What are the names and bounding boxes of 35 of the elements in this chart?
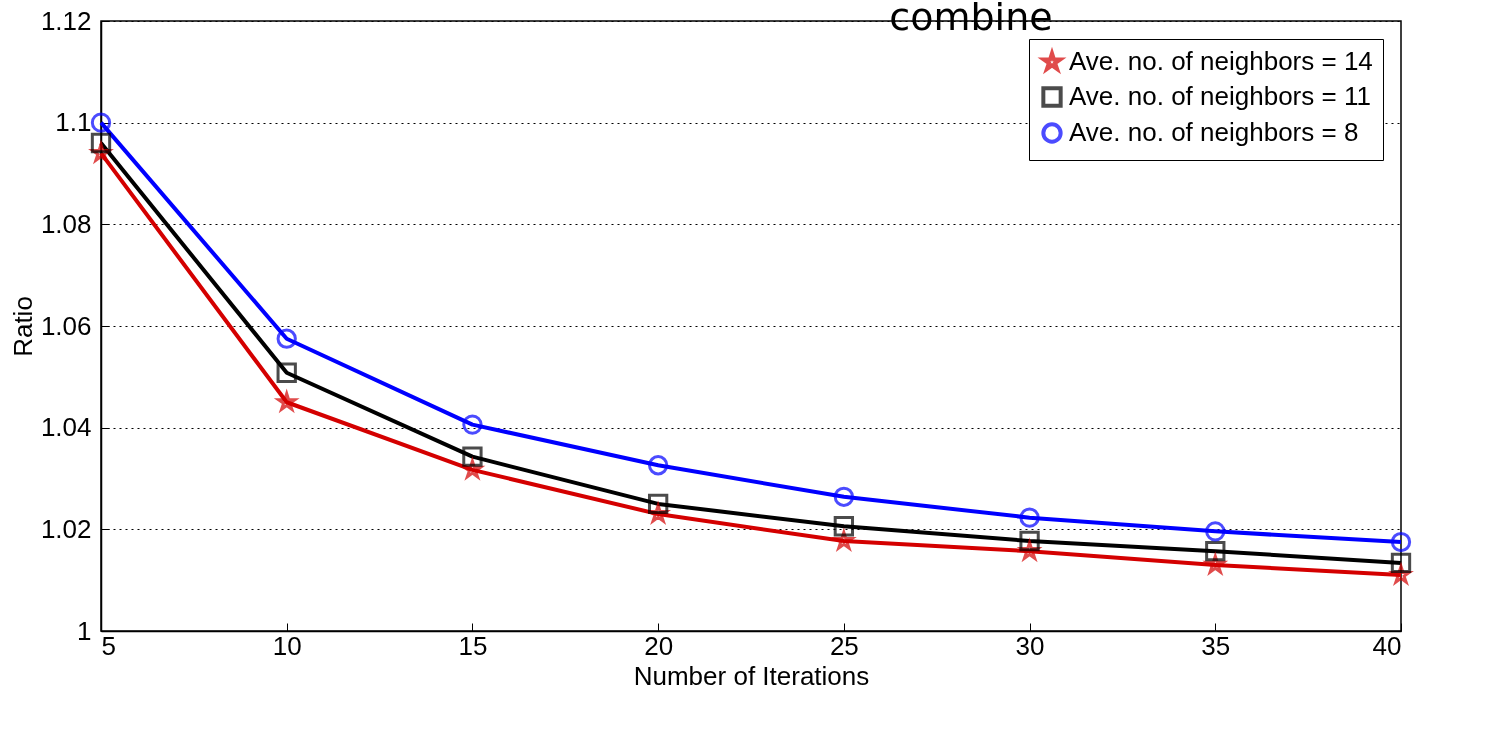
x-tick-label: 5	[101, 630, 116, 661]
point	[462, 446, 483, 467]
y-tick-label: 1.02	[40, 513, 92, 544]
x-tick-label: 30	[1015, 630, 1045, 661]
point	[833, 486, 855, 507]
point	[90, 112, 112, 133]
point	[1019, 507, 1040, 528]
point	[647, 493, 669, 515]
x-tick-label: 25	[829, 630, 859, 661]
point	[833, 516, 855, 537]
x-tick-label: 20	[644, 630, 674, 661]
point	[1390, 552, 1412, 574]
x-tick-label: 15	[458, 630, 488, 661]
point	[647, 455, 669, 476]
y-tick-label: 1.04	[40, 412, 92, 443]
y-tick-label: 1.08	[40, 208, 92, 239]
point	[1390, 531, 1412, 553]
legend-label: Ave. no. of neighbors = 14	[1069, 46, 1373, 76]
y-tick-label: 1.1	[55, 107, 92, 138]
legend-label: Ave. no. of neighbors = 8	[1069, 117, 1359, 147]
point	[462, 414, 483, 435]
y-tick-label: 1.06	[40, 310, 92, 341]
y-tick-label: 1.12	[40, 5, 92, 36]
point	[276, 328, 297, 349]
x-tick-label: 35	[1201, 630, 1231, 661]
x-tick-label: 40	[1372, 630, 1402, 661]
point	[1205, 541, 1226, 562]
x-tick-label: 10	[272, 630, 302, 661]
point	[1205, 521, 1226, 542]
x-axis-title: Number of Iterations	[633, 660, 870, 691]
legend-label: Ave. no. of neighbors = 11	[1069, 81, 1371, 111]
point	[276, 362, 297, 383]
y-axis-title: Ratio	[7, 296, 38, 357]
point	[90, 132, 112, 154]
y-tick-label: 1	[77, 615, 92, 646]
